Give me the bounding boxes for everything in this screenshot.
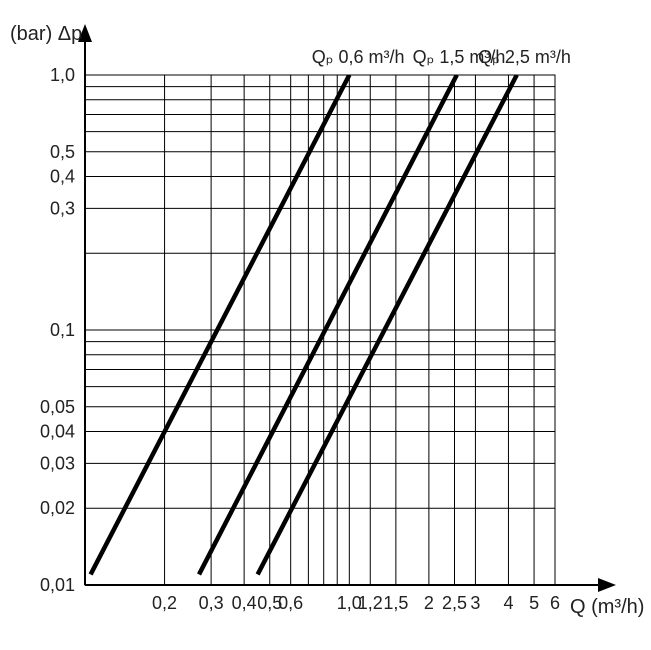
x-tick-label: 2,5 bbox=[442, 593, 467, 613]
y-tick-label: 0,04 bbox=[40, 421, 75, 441]
y-tick-label: 0,02 bbox=[40, 498, 75, 518]
y-tick-label: 0,03 bbox=[40, 453, 75, 473]
x-tick-label: 3 bbox=[470, 593, 480, 613]
series-label-2: Qₚ 2,5 m³/h bbox=[478, 47, 571, 67]
y-tick-label: 0,5 bbox=[50, 142, 75, 162]
x-axis-title: Q (m³/h) bbox=[570, 596, 644, 618]
x-tick-label: 1,2 bbox=[358, 593, 383, 613]
series-label-0: Qₚ 0,6 m³/h bbox=[312, 47, 405, 67]
y-tick-label: 0,4 bbox=[50, 166, 75, 186]
y-axis-title: (bar) Δp bbox=[10, 23, 82, 45]
y-tick-label: 0,3 bbox=[50, 198, 75, 218]
y-tick-label: 0,1 bbox=[50, 320, 75, 340]
y-tick-label: 1,0 bbox=[50, 65, 75, 85]
y-tick-label: 0,01 bbox=[40, 575, 75, 595]
x-tick-label: 6 bbox=[550, 593, 560, 613]
x-tick-label: 0,3 bbox=[199, 593, 224, 613]
x-tick-label: 1,5 bbox=[383, 593, 408, 613]
x-tick-label: 2 bbox=[424, 593, 434, 613]
x-tick-label: 0,6 bbox=[278, 593, 303, 613]
chart-canvas: 0,01 0,02 0,03 0,04 0,05 0,1 0,3 0,4 0,5 1,0 0,2 0,… bbox=[0, 0, 651, 650]
pressure-loss-chart: 0,01 0,02 0,03 0,04 0,05 0,1 0,3 0,4 0,5 1,0 0,2 0,… bbox=[0, 0, 651, 650]
x-tick-label: 0,2 bbox=[152, 593, 177, 613]
x-tick-label: 5 bbox=[529, 593, 539, 613]
x-tick-label: 4 bbox=[503, 593, 513, 613]
x-tick-label: 0,4 bbox=[232, 593, 257, 613]
y-tick-label: 0,05 bbox=[40, 397, 75, 417]
